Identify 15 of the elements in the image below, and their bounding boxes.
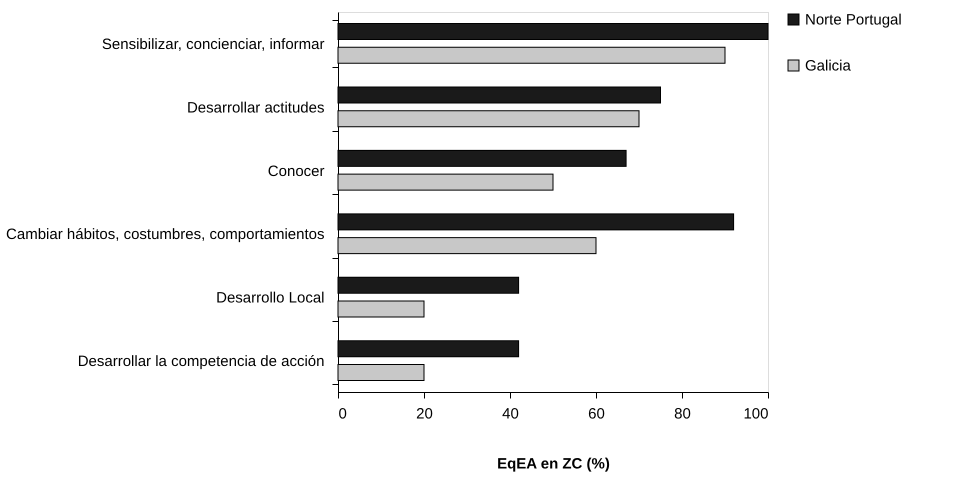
legend-label: Norte Portugal: [805, 12, 902, 28]
y-tick-label: Desarrollar la competencia de acción: [78, 353, 324, 370]
y-tick-label: Cambiar hábitos, costumbres, comportamientos: [6, 226, 324, 244]
y-tick-label: Conocer: [268, 162, 324, 180]
x-tick-label: 0: [338, 406, 347, 422]
legend-label: Galicia: [805, 58, 852, 74]
y-tick-label: Desarrollo Local: [216, 290, 324, 307]
x-axis-title: EqEA en ZC (%): [497, 456, 610, 472]
x-tick-label: 100: [743, 406, 768, 422]
x-tick-label: 80: [674, 406, 691, 422]
x-tick-label: 60: [588, 406, 605, 422]
x-tick-label: 40: [502, 406, 519, 422]
y-tick-label: Sensibilizar, concienciar, informar: [102, 36, 324, 53]
x-tick-label: 20: [416, 406, 433, 422]
y-tick-label: Desarrollar actitudes: [186, 99, 324, 116]
